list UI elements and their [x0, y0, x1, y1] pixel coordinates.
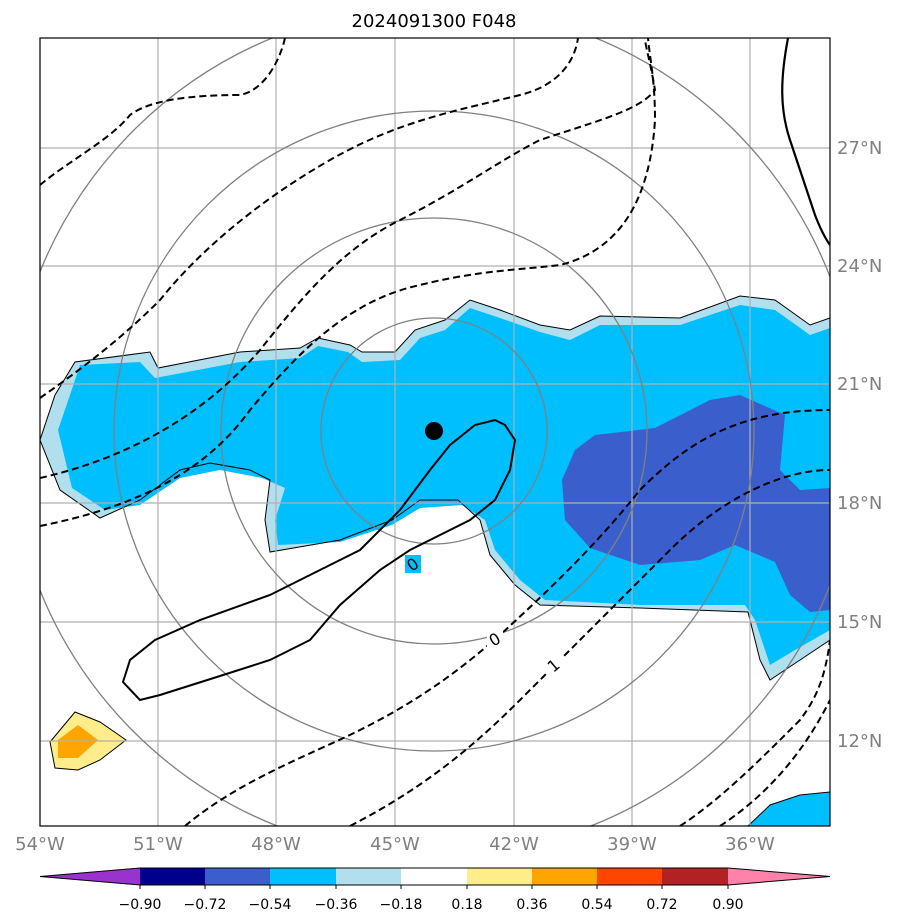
cbar-tick-label: 0.18 — [451, 897, 482, 913]
colorbar — [39, 867, 831, 889]
lat-label-24n: 24°N — [837, 256, 882, 277]
cbar-tick-label: −0.18 — [380, 897, 423, 913]
lon-label-42w: 42°W — [489, 834, 539, 855]
lon-labels: 54°W 51°W 48°W 45°W 42°W 39°W 36°W — [15, 834, 775, 855]
negative-anomaly-corner — [747, 791, 830, 826]
solid-contour-loop — [121, 418, 517, 702]
colorbar-swatch — [270, 868, 336, 885]
figure-title: 2024091300 F048 — [352, 11, 517, 32]
lat-label-12n: 12°N — [837, 731, 882, 752]
negative-anomaly-cyan — [58, 305, 830, 665]
storm-center-marker — [425, 422, 443, 440]
cbar-tick-label: 0.36 — [516, 897, 547, 913]
colorbar-swatch — [336, 868, 401, 885]
colorbar-swatch — [532, 868, 597, 885]
lat-gridlines — [40, 147, 830, 742]
lon-label-36w: 36°W — [725, 834, 775, 855]
cbar-tick-label: −0.54 — [249, 897, 292, 913]
dashed-contours — [40, 38, 830, 826]
colorbar-tick-labels: −0.90 −0.72 −0.54 −0.36 −0.18 0.18 0.36 … — [119, 897, 744, 913]
map-frame — [39, 37, 831, 827]
colorbar-swatch — [728, 868, 830, 885]
cbar-tick-label: −0.72 — [184, 897, 227, 913]
colorbar-swatch — [205, 868, 270, 885]
colorbar-swatch — [662, 868, 728, 885]
lon-label-54w: 54°W — [15, 834, 65, 855]
colorbar-swatch — [401, 868, 467, 885]
cbar-tick-label: −0.36 — [315, 897, 358, 913]
lon-label-48w: 48°W — [251, 834, 301, 855]
solid-contour-upper-right — [781, 38, 830, 246]
lat-label-21n: 21°N — [837, 374, 882, 395]
colorbar-swatch — [40, 868, 140, 885]
lon-label-39w: 39°W — [607, 834, 657, 855]
lon-label-45w: 45°W — [370, 834, 420, 855]
lat-labels: 27°N 24°N 21°N 18°N 15°N 12°N — [837, 138, 882, 752]
range-rings — [40, 38, 830, 826]
cbar-tick-label: 0.72 — [646, 897, 677, 913]
colorbar-swatch — [597, 868, 662, 885]
cbar-tick-label: 0.90 — [712, 897, 743, 913]
colorbar-swatch — [140, 868, 205, 885]
lat-label-27n: 27°N — [837, 138, 882, 159]
cbar-tick-label: −0.90 — [119, 897, 162, 913]
cbar-tick-label: 0.54 — [581, 897, 612, 913]
map-panel: 0 0 1 — [40, 38, 830, 826]
lat-label-15n: 15°N — [837, 612, 882, 633]
colorbar-swatch — [467, 868, 532, 885]
lon-label-51w: 51°W — [133, 834, 183, 855]
lat-label-18n: 18°N — [837, 493, 882, 514]
